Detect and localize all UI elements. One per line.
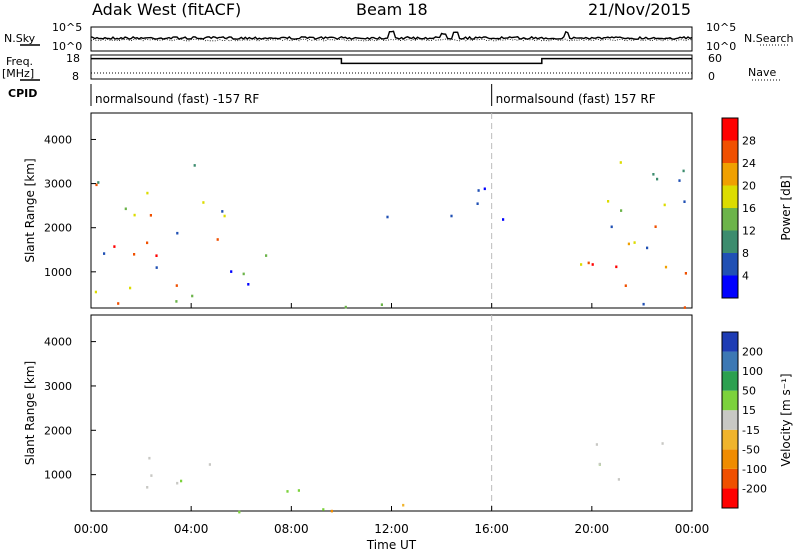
velocity-region-0 xyxy=(146,456,211,489)
xtick-1: 04:00 xyxy=(174,522,209,536)
power-ylabel: Slant Range [km] xyxy=(23,158,37,262)
velocity-ytick-2000: 2000 xyxy=(44,424,72,437)
velocity-colorbar-swatch-2 xyxy=(722,449,738,469)
power-colorbar-swatch-0 xyxy=(722,275,738,298)
velocity-panel-frame xyxy=(90,314,693,512)
velocity-colorbar-tick-2: 50 xyxy=(742,385,756,398)
velocity-region-1 xyxy=(238,489,325,514)
power-colorbar-frame xyxy=(721,117,739,299)
velocity-colorbar-tick-3: 15 xyxy=(742,404,756,417)
xtick-5: 20:00 xyxy=(575,522,610,536)
power-colorbar-tick-4: 20 xyxy=(742,180,756,193)
velocity-colorbar-tick-1: 100 xyxy=(742,365,763,378)
nsearch-ytick-top: 10^5 xyxy=(706,21,736,34)
velocity-colorbar-tick-6: -100 xyxy=(742,463,767,476)
velocity-ylabel: Slant Range [km] xyxy=(23,361,37,465)
noise-search-line xyxy=(90,38,693,42)
xtick-6: 00:00 xyxy=(675,522,710,536)
nave-label: Nave xyxy=(748,66,777,79)
station-title: Adak West (fitACF) xyxy=(92,0,242,19)
nsearch-label: N.Search xyxy=(744,32,794,45)
xtick-2: 08:00 xyxy=(274,522,309,536)
power-colorbar-swatch-2 xyxy=(722,230,738,253)
xtick-3: 12:00 xyxy=(374,522,409,536)
power-panel-frame xyxy=(90,112,693,309)
beam-title: Beam 18 xyxy=(356,0,428,19)
power-colorbar-tick-5: 24 xyxy=(742,157,756,170)
velocity-colorbar-tick-0: 200 xyxy=(742,346,763,359)
velocity-colorbar-swatch-4 xyxy=(722,410,738,430)
power-region-0 xyxy=(94,164,226,305)
xtick-0: 00:00 xyxy=(74,522,109,536)
nsearch-ytick-bottom: 10^0 xyxy=(706,40,736,53)
noise-ytick-top: 10^5 xyxy=(52,21,82,34)
velocity-region-4 xyxy=(595,442,664,481)
velocity-ytick-1000: 1000 xyxy=(44,469,72,482)
nave-ytick-bottom: 0 xyxy=(708,70,715,83)
power-colorbar-tick-1: 8 xyxy=(742,247,749,260)
velocity-colorbar-swatch-6 xyxy=(722,371,738,391)
power-ytick-1000: 1000 xyxy=(44,266,72,279)
power-region-1 xyxy=(113,241,158,257)
power-region-7 xyxy=(580,161,687,309)
velocity-region-2 xyxy=(330,503,405,513)
freq-label-line2: [MHz] xyxy=(2,67,35,80)
velocity-colorbar-swatch-5 xyxy=(722,390,738,411)
power-colorbar-tick-3: 16 xyxy=(742,202,756,215)
freq-ytick-top: 18 xyxy=(66,52,80,65)
power-region-6 xyxy=(386,187,505,221)
power-ytick-2000: 2000 xyxy=(44,222,72,235)
power-colorbar-swatch-3 xyxy=(722,208,738,231)
frequency-line xyxy=(91,57,692,65)
velocity-colorbar-label: Velocity [m s⁻¹] xyxy=(779,373,793,466)
power-region-8 xyxy=(587,242,668,287)
velocity-colorbar-swatch-7 xyxy=(722,351,738,372)
power-colorbar-tick-6: 28 xyxy=(742,135,756,148)
x-axis-label: Time UT xyxy=(366,538,417,552)
freq-label-line1: Freq. xyxy=(6,55,34,68)
velocity-colorbar-swatch-3 xyxy=(722,429,738,450)
velocity-colorbar-swatch-1 xyxy=(722,468,738,489)
velocity-colorbar-tick-7: -200 xyxy=(742,482,767,495)
power-colorbar-swatch-6 xyxy=(722,140,738,163)
date-title: 21/Nov/2015 xyxy=(588,0,692,19)
noise-ytick-bottom: 10^0 xyxy=(52,40,82,53)
noise-panel-frame xyxy=(90,26,693,52)
nave-ytick-top: 60 xyxy=(708,52,722,65)
noise-sky-line xyxy=(90,30,693,41)
cpid-label: CPID xyxy=(8,87,38,100)
power-colorbar-swatch-7 xyxy=(722,118,738,141)
velocity-colorbar-swatch-0 xyxy=(722,488,738,508)
freq-panel-frame xyxy=(90,54,693,80)
power-region-3 xyxy=(344,303,383,309)
cpid-segment-0: normalsound (fast) -157 RF xyxy=(95,92,259,106)
xtick-4: 16:00 xyxy=(474,522,509,536)
nsky-label: N.Sky xyxy=(4,32,36,45)
velocity-colorbar-swatch-8 xyxy=(722,332,738,352)
power-colorbar-tick-0: 4 xyxy=(742,270,749,283)
power-colorbar-label: Power [dB] xyxy=(779,175,793,240)
power-ytick-4000: 4000 xyxy=(44,133,72,146)
power-colorbar-swatch-5 xyxy=(722,163,738,186)
power-ytick-3000: 3000 xyxy=(44,178,72,191)
power-colorbar-tick-2: 12 xyxy=(742,225,756,238)
velocity-ytick-3000: 3000 xyxy=(44,380,72,393)
velocity-ytick-4000: 4000 xyxy=(44,336,72,349)
velocity-colorbar-tick-5: -50 xyxy=(742,443,760,456)
power-region-2 xyxy=(230,254,268,286)
cpid-segment-1: normalsound (fast) 157 RF xyxy=(496,92,656,106)
power-colorbar-swatch-4 xyxy=(722,185,738,208)
velocity-colorbar-frame xyxy=(721,331,739,509)
freq-ytick-bottom: 8 xyxy=(72,70,79,83)
power-colorbar-swatch-1 xyxy=(722,253,738,276)
velocity-colorbar-tick-4: -15 xyxy=(742,424,760,437)
